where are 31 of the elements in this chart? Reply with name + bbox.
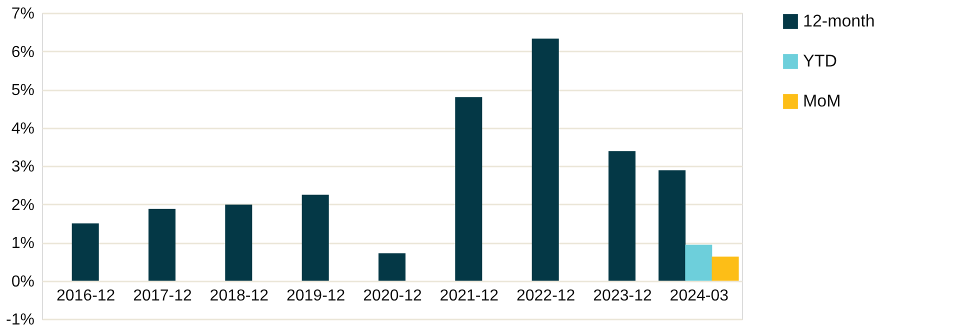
legend-label: MoM xyxy=(803,92,841,110)
x-tick-label: 2020-12 xyxy=(363,287,422,304)
bar xyxy=(148,208,176,281)
x-tick-label: 2023-12 xyxy=(593,287,652,304)
y-tick-label: 7% xyxy=(11,6,34,22)
x-tick-label: 2019-12 xyxy=(286,287,346,304)
x-tick-label: 2017-12 xyxy=(133,287,192,304)
x-tick-label: 2024-03 xyxy=(670,287,729,304)
y-tick-label: 6% xyxy=(11,44,34,61)
bar xyxy=(532,38,559,281)
bar xyxy=(378,253,406,281)
bar xyxy=(712,256,739,281)
y-tick-label: 4% xyxy=(11,120,34,138)
x-tick-label: 2018-12 xyxy=(210,287,269,304)
bar xyxy=(608,151,636,281)
bar xyxy=(225,204,252,281)
bar xyxy=(302,194,329,281)
bar xyxy=(685,244,712,281)
y-tick-label: 3% xyxy=(11,158,34,176)
legend-label: 12-month xyxy=(803,12,875,30)
bar xyxy=(455,97,482,281)
y-tick-label: 1% xyxy=(11,235,34,252)
x-tick-label: 2022-12 xyxy=(516,287,576,304)
y-tick-label: 2% xyxy=(11,196,34,214)
x-tick-label: 2021-12 xyxy=(440,287,499,304)
y-tick-label: 0% xyxy=(11,273,34,290)
y-tick-label: -1% xyxy=(6,312,34,328)
y-tick-label: 5% xyxy=(11,82,34,99)
bar xyxy=(72,223,99,281)
legend-label: YTD xyxy=(803,52,837,70)
x-tick-label: 2016-12 xyxy=(56,287,116,304)
